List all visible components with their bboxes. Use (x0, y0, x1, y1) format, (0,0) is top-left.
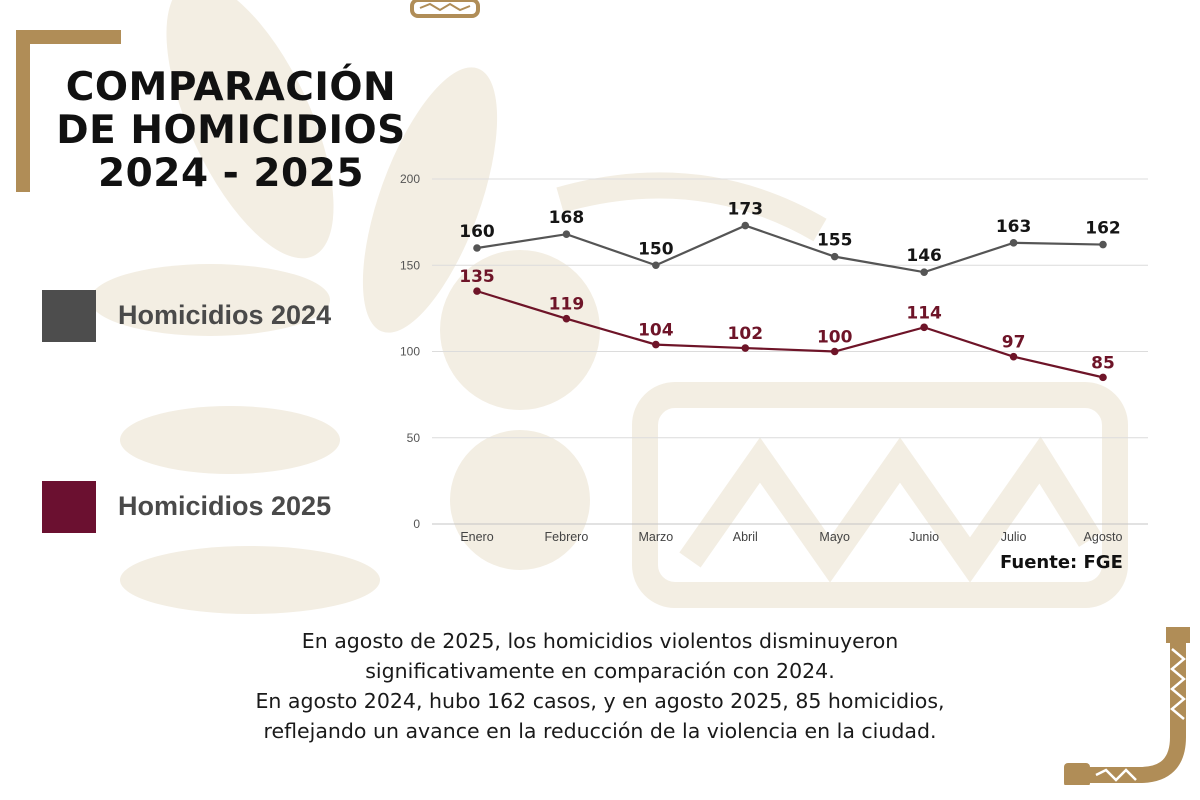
series-2025-data-label: 100 (817, 328, 853, 348)
series-2024-point (473, 244, 481, 252)
series-2024-data-label: 163 (996, 217, 1032, 237)
series-2025-point (1099, 373, 1107, 382)
series-2025-point (920, 323, 928, 332)
series-2025-data-label: 104 (638, 321, 674, 341)
x-tick-label: Junio (909, 530, 939, 544)
series-layer (473, 221, 1107, 382)
bracket-top (16, 30, 121, 44)
caption-line-4: reflejando un avance en la reducción de … (263, 719, 937, 743)
caption-line-1: En agosto de 2025, los homicidios violen… (301, 629, 899, 653)
legend-swatch-2025 (42, 481, 96, 533)
caption-line-2: significativamente en comparación con 20… (365, 659, 835, 683)
grid-layer (432, 178, 1148, 525)
series-2025-data-label: 114 (906, 303, 942, 323)
watermark-leaf (90, 264, 330, 336)
series-2025-point (473, 287, 481, 295)
series-2025-data-label: 102 (728, 324, 764, 344)
x-tick-label: Mayo (819, 530, 850, 544)
bracket-left (16, 30, 30, 192)
series-2024-point (830, 252, 839, 261)
series-2025-data-label: 119 (549, 295, 585, 315)
x-tick-label: Enero (460, 530, 493, 544)
y-tick-label: 50 (407, 431, 421, 445)
series-2025-data-label: 97 (1002, 333, 1026, 353)
series-2024-point (562, 230, 571, 238)
watermark-arc (556, 172, 827, 242)
top-ornament (410, 0, 480, 18)
watermark-leaf (166, 0, 334, 259)
series-2024-data-label: 155 (817, 231, 853, 251)
series-2024-data-label: 146 (906, 246, 942, 266)
legend-label-2024: Homicidios 2024 (118, 300, 332, 330)
caption-text: En agosto de 2025, los homicidios violen… (150, 626, 1050, 746)
title-line-1: COMPARACIÓN (65, 65, 397, 110)
y-tick-label: 150 (400, 258, 420, 272)
x-tick-label: Marzo (638, 530, 673, 544)
series-2024-line (476, 224, 1104, 274)
series-2024-point (1099, 240, 1107, 249)
series-2025-line (476, 290, 1104, 379)
series-2024-data-label: 160 (459, 222, 495, 242)
title-corner-bracket (16, 30, 121, 192)
series-2024-point (1009, 239, 1018, 247)
series-2024-data-label: 173 (728, 200, 764, 220)
series-2024-point (920, 268, 928, 276)
watermark-leaf (120, 546, 380, 614)
watermark-frame (632, 382, 1128, 608)
watermark-leaf (120, 406, 340, 474)
title-line-3: 2024 - 2025 (98, 151, 364, 196)
source-note: Fuente: FGE (1000, 552, 1123, 573)
series-2024-data-label: 168 (549, 208, 585, 228)
series-2025-point (830, 347, 839, 356)
watermark-zigzag (679, 436, 1102, 583)
watermark-leaf (362, 67, 498, 333)
x-tick-label: Julio (1001, 530, 1027, 544)
page-title: COMPARACIÓN DE HOMICIDIOS 2024 - 2025 (36, 66, 426, 195)
x-tick-label: Febrero (545, 530, 589, 544)
x-tick-label: Abril (733, 530, 758, 544)
y-tick-label: 0 (413, 517, 420, 531)
series-2024-data-label: 162 (1085, 219, 1121, 239)
y-tick-label: 100 (400, 345, 420, 359)
series-2024-point (741, 221, 750, 230)
y-tick-label: 200 (400, 172, 420, 186)
series-2025-point (1009, 352, 1018, 361)
series-2025-point (562, 314, 571, 323)
series-2025-point (652, 340, 660, 349)
series-2025-data-label: 85 (1091, 353, 1115, 373)
title-line-2: DE HOMICIDIOS (56, 108, 406, 153)
label-layer: 0 50 100 150 200 Enero Febrero Marzo Abril Mayo Ju… (400, 172, 1123, 544)
x-tick-label: Agosto (1084, 530, 1123, 544)
series-2024-data-label: 150 (638, 239, 674, 259)
watermark-circle (450, 430, 590, 570)
corner-ornament (1064, 627, 1190, 785)
caption-line-3: En agosto 2024, hubo 162 casos, y en ago… (255, 689, 945, 713)
series-2025-point (741, 344, 750, 352)
series-2024-point (652, 261, 660, 270)
series-2025-data-label: 135 (459, 267, 495, 287)
legend-swatch-2024 (42, 290, 96, 342)
legend-label-2025: Homicidios 2025 (118, 491, 332, 521)
